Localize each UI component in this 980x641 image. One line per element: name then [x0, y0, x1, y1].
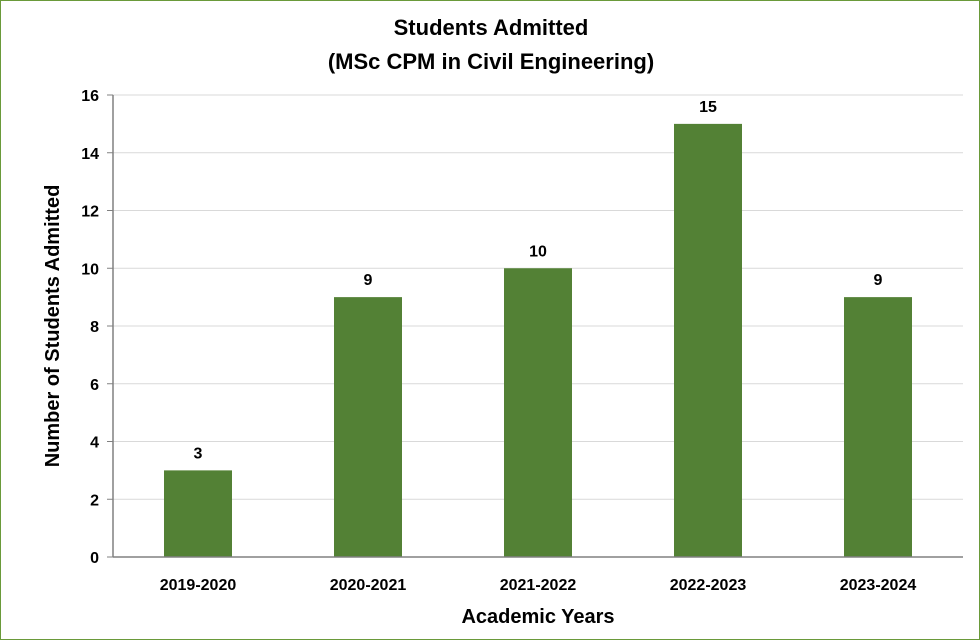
axes	[107, 94, 963, 558]
y-tick-label: 6	[90, 377, 99, 394]
y-tick-label: 16	[81, 88, 99, 105]
bars	[164, 123, 912, 557]
data-label: 9	[364, 272, 373, 289]
y-tick-label: 12	[81, 204, 99, 221]
y-tick-label: 0	[90, 550, 99, 567]
chart-title: Students Admitted	[394, 15, 589, 40]
y-tick-label: 2	[90, 492, 99, 509]
y-tick-label: 14	[81, 146, 99, 163]
data-labels: 3 9 10 15 9	[194, 99, 883, 463]
x-tick-label: 2020-2021	[330, 577, 407, 594]
x-tick-labels: 2019-2020 2020-2021 2021-2022 2022-2023 2023…	[160, 577, 917, 594]
y-tick-label: 4	[90, 435, 99, 452]
bar-2021-2022	[504, 268, 572, 557]
data-label: 10	[529, 243, 547, 260]
y-tick-label: 8	[90, 319, 99, 336]
data-label: 15	[699, 99, 717, 116]
y-tick-label: 10	[81, 261, 99, 278]
data-label: 9	[874, 272, 883, 289]
bar-2023-2024	[844, 297, 912, 557]
bar-2022-2023	[674, 123, 742, 557]
chart-subtitle: (MSc CPM in Civil Engineering)	[328, 49, 654, 74]
x-tick-label: 2023-2024	[840, 577, 917, 594]
x-tick-label: 2022-2023	[670, 577, 747, 594]
bar-2019-2020	[164, 470, 232, 557]
data-label: 3	[194, 445, 203, 462]
x-tick-label: 2021-2022	[500, 577, 577, 594]
y-tick-labels: 0 2 4 6 8 10 12 14 16	[81, 88, 99, 567]
y-axis-title: Number of Students Admitted	[42, 185, 64, 468]
x-tick-label: 2019-2020	[160, 577, 237, 594]
bar-2020-2021	[334, 297, 402, 557]
x-axis-title: Academic Years	[461, 606, 614, 628]
